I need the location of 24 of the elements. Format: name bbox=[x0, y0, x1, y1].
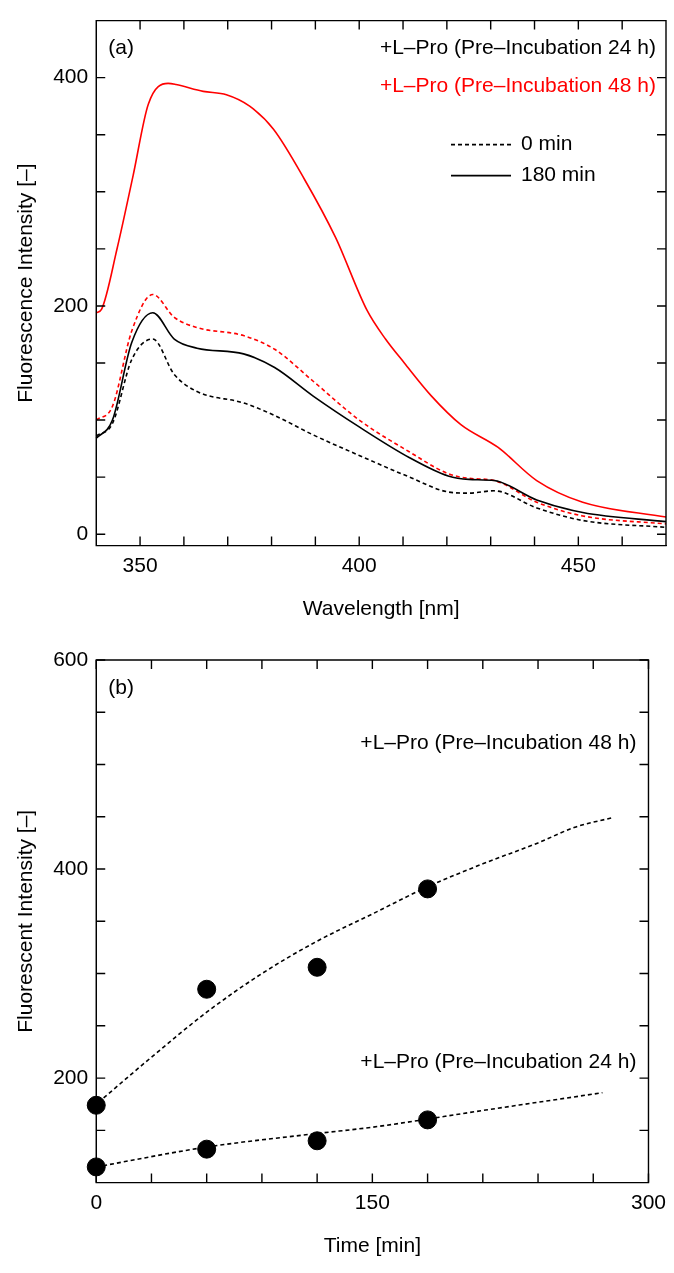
annotation: +L–Pro (Pre–Incubation 48 h) bbox=[379, 73, 656, 97]
annotation: 0 min bbox=[521, 131, 573, 155]
y-tick-label: 600 bbox=[53, 646, 89, 670]
x-tick-label: 400 bbox=[341, 553, 377, 576]
y-tick-label: 400 bbox=[53, 64, 89, 88]
y-tick-label: 400 bbox=[53, 855, 89, 879]
y-axis-title: Fluorescent Intensity [–] bbox=[13, 809, 37, 1033]
annotation: +L–Pro (Pre–Incubation 48 h) bbox=[360, 730, 637, 754]
annotation: +L–Pro (Pre–Incubation 24 h) bbox=[360, 1049, 637, 1073]
x-axis-title: Time [min] bbox=[323, 1233, 421, 1257]
annotation: (b) bbox=[108, 674, 134, 698]
x-tick-label: 350 bbox=[122, 553, 158, 576]
annotation: 180 min bbox=[521, 162, 596, 186]
y-axis-title: Fluorescence Intensity [–] bbox=[13, 163, 37, 403]
x-tick-label: 450 bbox=[560, 553, 596, 576]
y-tick-label: 0 bbox=[76, 520, 89, 544]
y-tick-label: 200 bbox=[53, 292, 89, 316]
y-tick-label: 200 bbox=[53, 1064, 89, 1088]
annotation: (a) bbox=[108, 35, 134, 59]
x-tick-label: 150 bbox=[354, 1190, 390, 1213]
x-tick-label: 0 bbox=[90, 1190, 103, 1213]
annotation: +L–Pro (Pre–Incubation 24 h) bbox=[379, 35, 656, 59]
x-tick-label: 300 bbox=[630, 1190, 666, 1213]
x-axis-title: Wavelength [nm] bbox=[302, 596, 460, 620]
